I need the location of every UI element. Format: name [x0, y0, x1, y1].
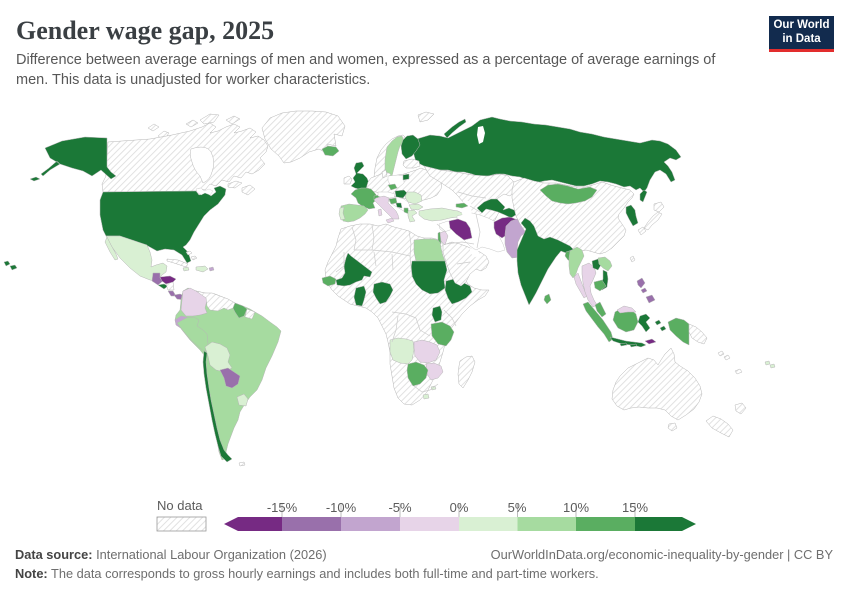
- svg-text:5%: 5%: [508, 500, 527, 515]
- svg-text:-15%: -15%: [267, 500, 298, 515]
- svg-text:15%: 15%: [622, 500, 648, 515]
- svg-text:-5%: -5%: [388, 500, 412, 515]
- svg-text:10%: 10%: [563, 500, 589, 515]
- svg-text:0%: 0%: [450, 500, 469, 515]
- svg-text:-10%: -10%: [326, 500, 357, 515]
